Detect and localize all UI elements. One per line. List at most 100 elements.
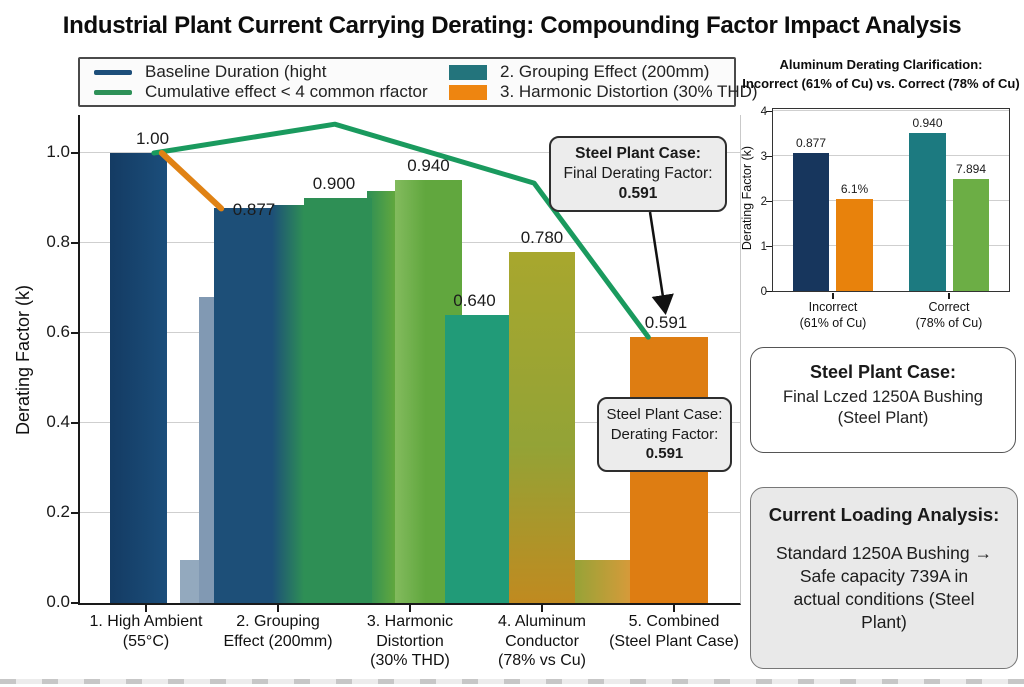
- scan-artifact-strip: [0, 679, 1024, 684]
- line-series: [151, 121, 651, 340]
- y-tick-mark: [71, 152, 79, 154]
- panel-line: Standard 1250A Bushing →: [776, 543, 992, 563]
- x-tick-label: 2. Grouping Effect (200mm): [223, 613, 333, 650]
- y-tick-mark: [766, 110, 772, 112]
- legend-item: Baseline Duration (hight: [94, 62, 449, 82]
- page-title: Industrial Plant Current Carrying Derati…: [62, 12, 962, 39]
- annotation-final-derating: Steel Plant Case: Final Derating Factor:…: [549, 136, 727, 213]
- side-bar: [909, 132, 946, 291]
- annotation-text: Final Derating Factor:: [563, 165, 713, 183]
- x-tick-label: Correct (78% of Cu): [915, 300, 983, 331]
- y-tick-mark: [71, 512, 79, 514]
- main-bar: [509, 252, 575, 603]
- series-line: [151, 121, 651, 340]
- gridline: [773, 245, 1009, 246]
- side-chart-title-line1: Aluminum Derating Clarification:: [779, 57, 983, 72]
- main-y-axis-label: Derating Factor (k): [13, 284, 33, 436]
- side-chart-title-line2: Incorrect (61% of Cu) vs. Correct (78% o…: [742, 75, 1020, 91]
- x-tick-mark: [832, 293, 834, 299]
- x-tick-label: 5. Combined (Steel Plant Case): [609, 613, 739, 650]
- line-swatch: [94, 89, 132, 95]
- y-tick-mark: [71, 602, 79, 604]
- panel-line: Final Lczed 1250A Bushing: [783, 388, 983, 406]
- bar-value-label: 0.940: [407, 156, 450, 175]
- legend-item: 2. Grouping Effect (200mm): [449, 62, 758, 82]
- panel-line: Safe capacity 739A in: [799, 566, 969, 587]
- main-bar: [304, 198, 372, 603]
- panel-line: (Steel Plant): [837, 409, 929, 428]
- annotation-title: Steel Plant Case:: [575, 145, 701, 162]
- legend-label: 3. Harmonic Distortion (30% THD): [500, 82, 758, 101]
- legend-label: Cumulative effect < 4 common rfactor: [145, 82, 428, 101]
- legend: Baseline Duration (hight Cumulative effec…: [78, 57, 758, 107]
- y-tick-label: 0: [760, 286, 767, 298]
- annotation-text: Derating Factor:: [610, 425, 719, 443]
- y-tick-mark: [766, 155, 772, 157]
- gridline: [773, 155, 1009, 156]
- y-tick-label: 3: [760, 151, 767, 163]
- blend-bar: [272, 204, 304, 603]
- main-bar: [214, 208, 272, 603]
- annotation-title: Steel Plant Case:: [606, 406, 723, 423]
- side-bar: [953, 178, 989, 291]
- legend-label: Baseline Duration (hight: [145, 62, 327, 81]
- x-tick-label: 3. Harmonic Distortion (30% THD): [366, 613, 454, 670]
- bar-value-label: 0.780: [520, 228, 564, 247]
- side-chart-title: Aluminum Derating Clarification: Incorre…: [742, 56, 1020, 94]
- panel-title: Steel Plant Case:: [809, 362, 957, 382]
- annotation-value: 0.591: [645, 445, 684, 462]
- panel-line: Plant): [861, 612, 907, 633]
- annotation-value: 0.591: [618, 185, 658, 203]
- bar-value-label: 0.591: [644, 313, 688, 333]
- line-swatch: [94, 69, 132, 75]
- secondary-bar: [199, 297, 214, 603]
- panel-line: actual conditions (Steel: [793, 589, 975, 610]
- steel-plant-case-panel: Steel Plant Case: Final Lczed 1250A Bush…: [750, 347, 1016, 453]
- gridline: [773, 110, 1009, 111]
- x-tick-mark: [145, 605, 147, 612]
- patch-swatch: [449, 64, 487, 80]
- y-tick-mark: [766, 245, 772, 247]
- y-tick-label: 0.4: [46, 412, 70, 431]
- annotation-derating-factor: Steel Plant Case: Derating Factor: 0.591: [597, 397, 732, 472]
- x-tick-mark: [541, 605, 543, 612]
- side-bar-value-label: 7.894: [955, 161, 987, 176]
- y-tick-mark: [71, 242, 79, 244]
- x-tick-mark: [277, 605, 279, 612]
- current-loading-panel: Current Loading Analysis: Standard 1250A…: [750, 487, 1018, 669]
- side-bar-value-label: 0.940: [912, 115, 943, 130]
- side-bar: [793, 152, 829, 291]
- side-plot: 0 1 2 3 4 0.877 6.1% 0.940 7.894 Incorrect (61% of…: [761, 106, 1010, 330]
- x-tick-label: 4. Aluminum Conductor (78% vs Cu): [497, 613, 587, 670]
- y-tick-label: 1.0: [46, 142, 70, 161]
- bar-value-label: 0.640: [453, 291, 496, 310]
- y-tick-mark: [71, 422, 79, 424]
- y-tick-label: 1: [760, 241, 767, 253]
- annotation-arrow: [648, 211, 674, 315]
- bar-value-label: 0.900: [312, 174, 356, 193]
- main-bar: [110, 153, 167, 603]
- x-tick-mark: [673, 605, 675, 612]
- y-tick-mark: [766, 290, 772, 292]
- y-tick-label: 0.6: [46, 322, 70, 341]
- legend-item: Cumulative effect < 4 common rfactor: [94, 82, 449, 102]
- x-tick-mark: [409, 605, 411, 612]
- y-tick-label: 0.0: [46, 592, 70, 611]
- gridline: [773, 200, 1009, 201]
- x-tick-mark: [948, 293, 950, 299]
- y-tick-label: 4: [760, 106, 767, 118]
- legend-item: 3. Harmonic Distortion (30% THD): [449, 82, 758, 102]
- y-tick-label: 0.2: [46, 502, 70, 521]
- y-tick-mark: [766, 200, 772, 202]
- patch-swatch: [449, 84, 487, 100]
- y-tick-label: 2: [760, 196, 767, 208]
- side-bar-value-label: 0.877: [795, 135, 827, 150]
- main-bar: [445, 315, 514, 603]
- legend-label: 2. Grouping Effect (200mm): [500, 62, 710, 81]
- gridline: [80, 152, 740, 153]
- y-tick-mark: [71, 332, 79, 334]
- bar-value-label: 1.00: [135, 129, 170, 148]
- y-tick-label: 0.8: [46, 232, 70, 251]
- series-line: [158, 150, 225, 212]
